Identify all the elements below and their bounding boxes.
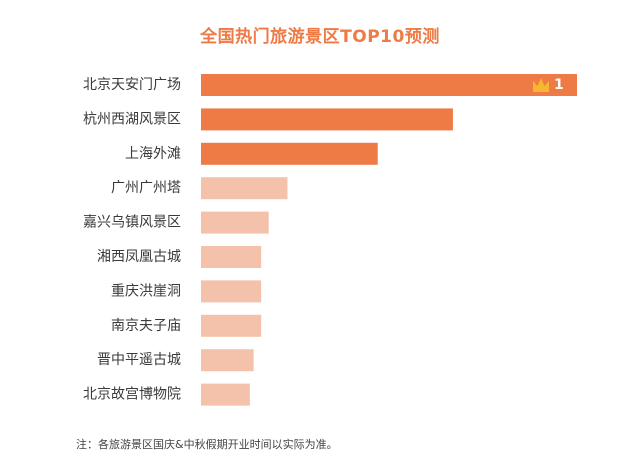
bar-8 <box>201 314 262 337</box>
footnote: 注：各旅游景区国庆&中秋假期开业时间以实际为准。 <box>76 438 338 451</box>
category-label: 北京天安门广场 <box>83 77 181 93</box>
category-label: 嘉兴乌镇风景区 <box>83 215 181 231</box>
bar-5 <box>201 211 269 234</box>
bar-3 <box>201 142 378 165</box>
bar-7 <box>201 280 262 303</box>
bar-6 <box>201 246 262 268</box>
category-label: 杭州西湖风景区 <box>83 111 181 127</box>
bar-2 <box>201 108 453 131</box>
category-label: 北京故宫博物院 <box>83 386 181 403</box>
bar-1 <box>201 74 577 96</box>
crown-icon <box>533 78 549 92</box>
category-label: 南京夫子庙 <box>111 318 181 334</box>
category-label: 重庆洪崖洞 <box>111 283 181 299</box>
bar-9 <box>201 349 254 372</box>
bar-10 <box>201 383 250 406</box>
chart-title: 全国热门旅游景区TOP10预测 <box>200 27 440 47</box>
category-label: 湘西凤凰古城 <box>97 249 181 265</box>
bar-4 <box>201 177 288 200</box>
category-label: 广州广州塔 <box>111 180 181 196</box>
category-label: 上海外滩 <box>125 146 181 162</box>
rank-label: 1 <box>554 77 564 93</box>
category-label: 晋中平遥古城 <box>97 352 181 368</box>
